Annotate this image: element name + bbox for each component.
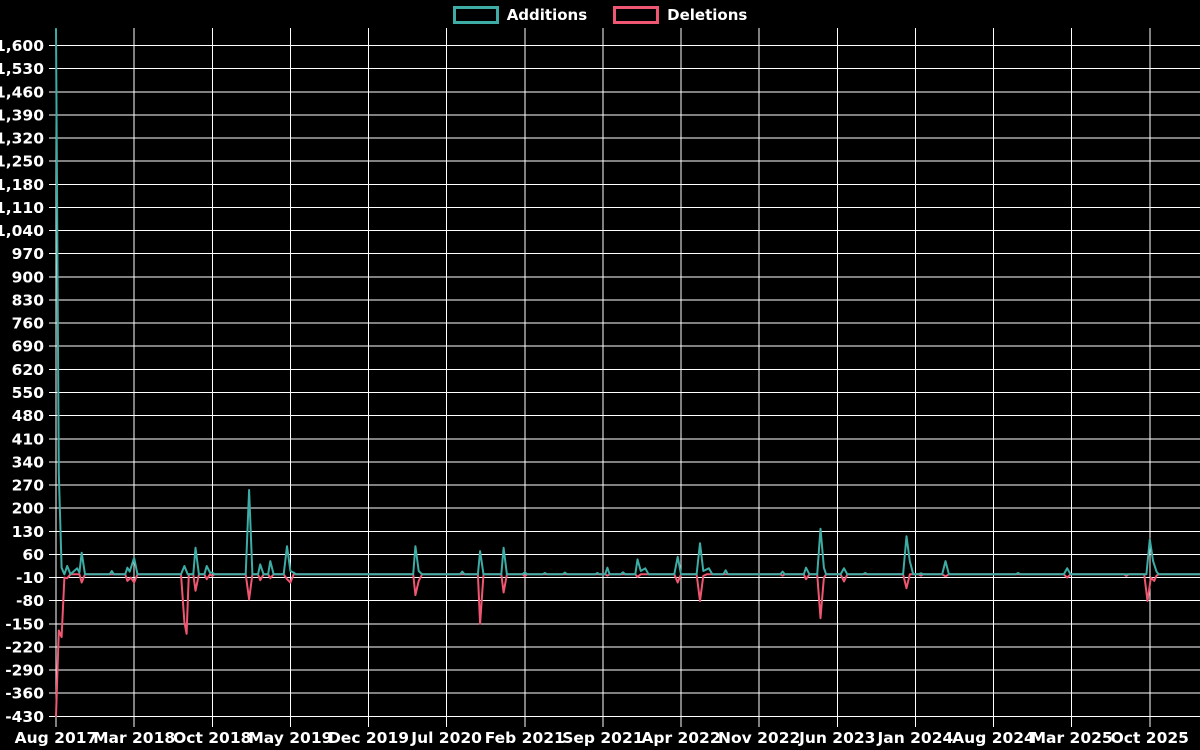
y-tick-label: 1,460 xyxy=(0,83,44,101)
y-tick-label: 970 xyxy=(12,245,45,263)
legend-label-deletions: Deletions xyxy=(667,6,748,24)
y-tick-label: 620 xyxy=(12,361,45,379)
x-tick-label: Feb 2021 xyxy=(485,729,565,747)
y-tick-label: -150 xyxy=(5,615,44,633)
y-tick-label: 900 xyxy=(12,268,45,286)
x-tick-label: Aug 2024 xyxy=(952,729,1035,747)
legend-item-additions[interactable]: Additions xyxy=(452,6,588,24)
deletions-swatch-icon xyxy=(613,6,660,24)
y-tick-label: -430 xyxy=(5,708,44,726)
y-tick-label: 1,040 xyxy=(0,222,44,240)
y-tick-label: -290 xyxy=(5,662,44,680)
y-tick-label: 410 xyxy=(12,430,45,448)
y-tick-label: 760 xyxy=(12,315,45,333)
legend-label-additions: Additions xyxy=(506,6,588,24)
x-tick-label: Apr 2022 xyxy=(641,729,720,747)
x-tick-label: Dec 2019 xyxy=(328,729,409,747)
x-tick-label: Mar 2025 xyxy=(1031,729,1113,747)
y-tick-label: 550 xyxy=(12,384,45,402)
y-tick-label: 480 xyxy=(12,407,45,425)
y-tick-label: 1,250 xyxy=(0,153,44,171)
x-tick-label: Jan 2024 xyxy=(876,729,953,747)
chart-legend: Additions Deletions xyxy=(0,6,1200,24)
legend-item-deletions[interactable]: Deletions xyxy=(613,6,747,24)
y-tick-label: 1,110 xyxy=(0,199,44,217)
x-tick-label: Sep 2021 xyxy=(562,729,643,747)
y-tick-label: 1,600 xyxy=(0,37,44,55)
y-tick-label: 130 xyxy=(12,523,45,541)
x-tick-label: May 2019 xyxy=(248,729,332,747)
additions-swatch-icon xyxy=(452,6,499,24)
x-tick-label: Jun 2023 xyxy=(798,729,875,747)
additions-line xyxy=(55,28,1200,576)
y-tick-label: 1,320 xyxy=(0,130,44,148)
y-tick-label: 690 xyxy=(12,338,45,356)
x-tick-label: Jul 2020 xyxy=(410,729,482,747)
x-tick-label: Oct 2018 xyxy=(173,729,251,747)
x-tick-label: Mar 2018 xyxy=(93,729,175,747)
y-tick-label: 270 xyxy=(12,477,45,495)
y-tick-label: -220 xyxy=(5,638,44,656)
y-tick-label: -360 xyxy=(5,685,44,703)
y-tick-label: 1,530 xyxy=(0,60,44,78)
y-tick-label: -10 xyxy=(16,569,44,587)
y-tick-label: 340 xyxy=(12,453,45,471)
y-tick-label: -80 xyxy=(16,592,44,610)
deletions-line xyxy=(55,573,1200,718)
x-tick-label: Oct 2025 xyxy=(1111,729,1189,747)
y-tick-label: 200 xyxy=(12,500,45,518)
y-tick-label: 60 xyxy=(22,546,44,564)
y-tick-label: 1,390 xyxy=(0,106,44,124)
y-tick-label: 830 xyxy=(12,291,45,309)
y-tick-label: 1,180 xyxy=(0,176,44,194)
x-tick-label: Nov 2022 xyxy=(718,729,800,747)
x-tick-label: Aug 2017 xyxy=(15,729,98,747)
